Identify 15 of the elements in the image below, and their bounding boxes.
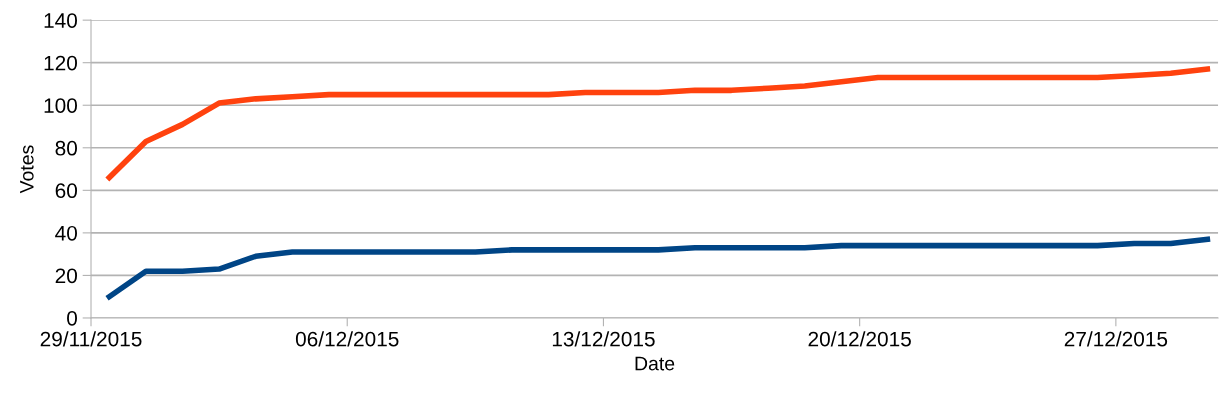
y-tick-label: 80 bbox=[55, 140, 77, 156]
y-tick-label: 20 bbox=[55, 268, 77, 284]
x-tick-label: 06/12/2015 bbox=[295, 331, 399, 347]
y-axis-title: Votes bbox=[20, 145, 34, 194]
x-tick-label: 29/11/2015 bbox=[40, 331, 142, 347]
y-tick-label: 100 bbox=[44, 98, 78, 113]
y-tick-label: 60 bbox=[55, 183, 77, 199]
x-tick-label: 27/12/2015 bbox=[1064, 331, 1168, 347]
x-axis-title: Date bbox=[635, 356, 675, 371]
x-tick-label: 13/12/2015 bbox=[552, 331, 655, 347]
y-tick-label: 140 bbox=[44, 13, 78, 28]
y-tick-label: 40 bbox=[55, 225, 77, 241]
x-tick-label: 20/12/2015 bbox=[808, 331, 911, 347]
y-tick-label: 120 bbox=[44, 55, 78, 71]
y-tick-label: 0 bbox=[67, 310, 77, 326]
